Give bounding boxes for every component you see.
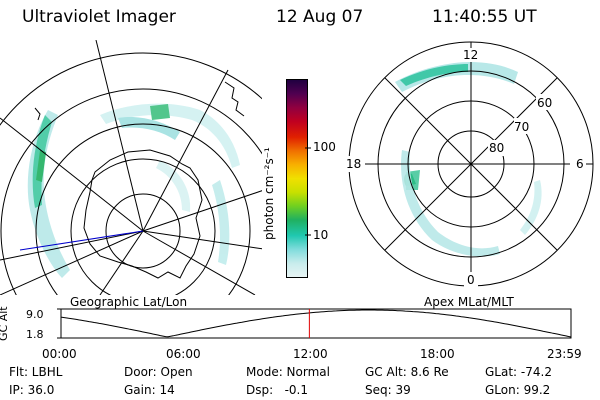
- colorbar-ticks: [305, 147, 311, 236]
- timeline-tick-1: 06:00: [166, 347, 201, 361]
- geographic-map: [0, 40, 262, 295]
- coastline-fragment-2: [34, 107, 41, 121]
- right-panel-caption: Apex MLat/MLT: [424, 295, 514, 309]
- ip-status: IP: 36.0: [9, 383, 55, 397]
- seq-status: Seq: 39: [365, 383, 411, 397]
- timeline-tick-0: 00:00: [42, 347, 77, 361]
- left-panel-caption: Geographic Lat/Lon: [70, 295, 188, 309]
- colorbar-unit-label: photon cm⁻²s⁻¹: [262, 147, 276, 240]
- terminator-line: [19, 230, 144, 251]
- right-aurora-emission: [395, 62, 542, 257]
- dsp-status: Dsp: -0.1: [246, 383, 309, 397]
- timeline-tick-3: 18:00: [420, 347, 455, 361]
- observation-time: 11:40:55 UT: [432, 7, 537, 27]
- gc-alt-status: GC Alt: 8.6 Re: [365, 365, 449, 379]
- left-aurora-emission: [27, 103, 240, 278]
- filter-status: Flt: LBHL: [9, 365, 63, 379]
- timeline-ticks: [57, 308, 61, 339]
- gain-status: Gain: 14: [124, 383, 175, 397]
- mlt-lines: [349, 42, 593, 286]
- altitude-timeline: [57, 308, 572, 339]
- altitude-curve: [60, 309, 572, 338]
- mlat-label-60: 60: [537, 96, 553, 110]
- intensity-colorbar: [286, 79, 308, 278]
- antarctica-coastline: [83, 149, 203, 279]
- mlt-label-12: 12: [463, 48, 479, 62]
- mlt-label-0: 0: [467, 273, 475, 287]
- coastline-fragment: [224, 81, 245, 117]
- glon-status: GLon: 99.2: [485, 383, 551, 397]
- app-title: Ultraviolet Imager: [22, 7, 176, 27]
- observation-date: 12 Aug 07: [276, 7, 364, 27]
- mlat-label-80: 80: [489, 141, 505, 155]
- meridian-lines: [0, 40, 262, 295]
- mlt-label-6: 6: [576, 157, 584, 171]
- timeline-tick-2: 12:00: [293, 347, 328, 361]
- colorbar-tick-10: 10: [313, 228, 329, 242]
- colorbar-tick-100: 100: [313, 140, 336, 154]
- timeline-tick-4: 23:59: [547, 347, 582, 361]
- latitude-circles: [0, 52, 262, 295]
- magnetic-polar-plot: [343, 41, 594, 288]
- mlt-label-18: 18: [346, 157, 362, 171]
- timeline-ymin: 1.8: [26, 328, 44, 341]
- timeline-frame: [60, 308, 572, 339]
- timeline-ymax: 9.0: [26, 308, 44, 321]
- glat-status: GLat: -74.2: [485, 365, 552, 379]
- mode-status: Mode: Normal: [246, 365, 330, 379]
- door-status: Door: Open: [124, 365, 193, 379]
- mlat-label-70: 70: [514, 120, 530, 134]
